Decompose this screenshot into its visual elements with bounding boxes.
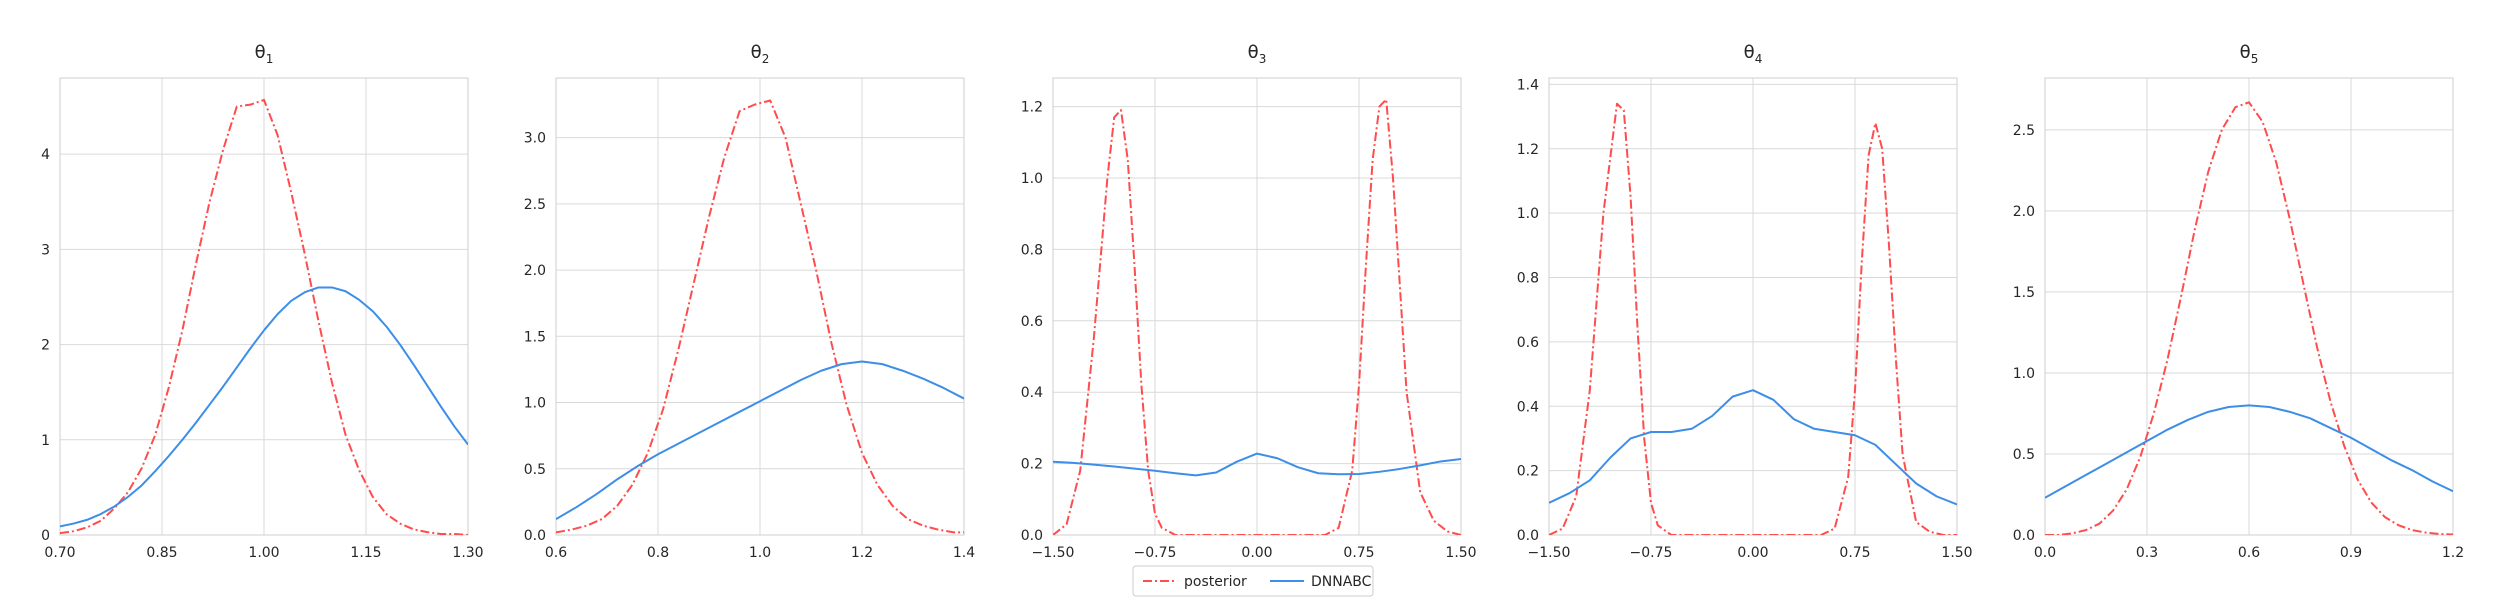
legend-label-posterior: posterior bbox=[1184, 574, 1247, 590]
x-tick-label: 1.00 bbox=[248, 545, 279, 561]
plot-frame bbox=[555, 77, 965, 536]
y-tick-label: 0.4 bbox=[1517, 399, 1539, 415]
y-tick-label: 0.5 bbox=[524, 462, 546, 478]
x-tick-label: 1.30 bbox=[452, 545, 483, 561]
panel-theta-2: 0.6 0.8 1.0 1.2 1.4 0.0 0.5 1.0 1.5 2.0 2.5 3.0 θ2 bbox=[524, 42, 975, 561]
series-line-posterior bbox=[2045, 101, 2453, 535]
panel-title-subscript: 1 bbox=[266, 52, 274, 66]
x-tick-label: 0.85 bbox=[146, 545, 177, 561]
y-tick-label: 0.6 bbox=[1517, 335, 1539, 351]
series-line-posterior bbox=[1053, 98, 1461, 535]
y-tick-label: 1 bbox=[41, 433, 50, 449]
y-tick-label: 1.4 bbox=[1517, 77, 1539, 93]
series-line-dnnabc bbox=[556, 360, 964, 520]
x-tick-label: 1.2 bbox=[2442, 545, 2464, 561]
plot-frame bbox=[2044, 77, 2454, 536]
legend-frame bbox=[1132, 565, 1374, 597]
series-line-dnnabc bbox=[1053, 452, 1461, 477]
x-tick-label: −1.50 bbox=[1528, 545, 1571, 561]
y-tick-label: 2 bbox=[41, 338, 50, 354]
y-tick-label: 1.2 bbox=[1021, 100, 1043, 116]
x-tick-label: 0.00 bbox=[1241, 545, 1272, 561]
y-tick-label: 0.8 bbox=[1021, 242, 1043, 258]
x-tick-label: −0.75 bbox=[1630, 545, 1673, 561]
panel-theta-3: −1.50 −0.75 0.00 0.75 1.50 0.0 0.2 0.4 0.6 0.8 1.0… bbox=[1021, 42, 1477, 561]
series-line-posterior bbox=[556, 99, 964, 534]
legend-label-dnnabc: DNNABC bbox=[1311, 574, 1372, 590]
y-tick-label: 2.5 bbox=[2013, 123, 2035, 139]
y-tick-label: 0.0 bbox=[2013, 528, 2035, 544]
y-tick-label: 1.0 bbox=[524, 396, 546, 412]
series-line-posterior bbox=[1549, 102, 1957, 535]
panel-title-symbol: θ bbox=[751, 42, 762, 63]
panel-title: θ4 bbox=[1744, 42, 1763, 66]
y-tick-label: 0.8 bbox=[1517, 271, 1539, 287]
y-tick-label: 1.5 bbox=[524, 329, 546, 345]
panel-title: θ5 bbox=[2240, 42, 2259, 66]
x-tick-label: 1.2 bbox=[851, 545, 873, 561]
series-line-dnnabc bbox=[1549, 389, 1957, 506]
x-tick-label: 0.75 bbox=[1343, 545, 1374, 561]
plot-frame bbox=[59, 77, 469, 536]
y-tick-label: 0.4 bbox=[1021, 385, 1043, 401]
x-tick-label: 1.50 bbox=[1941, 545, 1972, 561]
panel-theta-4: −1.50 −0.75 0.00 0.75 1.50 0.0 0.2 0.4 0.6 0.8 1.0… bbox=[1517, 42, 1973, 561]
series-line-dnnabc bbox=[2045, 404, 2453, 499]
panel-title-symbol: θ bbox=[1744, 42, 1755, 63]
x-tick-label: 0.3 bbox=[2136, 545, 2158, 561]
x-tick-label: 0.75 bbox=[1839, 545, 1870, 561]
panel-title-subscript: 3 bbox=[1259, 52, 1267, 66]
x-tick-label: 0.70 bbox=[44, 545, 75, 561]
y-tick-label: 4 bbox=[41, 147, 50, 163]
y-tick-label: 3.0 bbox=[524, 131, 546, 147]
y-tick-label: 1.0 bbox=[1021, 171, 1043, 187]
y-tick-label: 0.0 bbox=[524, 528, 546, 544]
y-tick-label: 2.0 bbox=[2013, 204, 2035, 220]
y-tick-label: 0 bbox=[41, 528, 50, 544]
panel-title-symbol: θ bbox=[2240, 42, 2251, 63]
panel-title: θ3 bbox=[1248, 42, 1267, 66]
y-tick-label: 1.5 bbox=[2013, 285, 2035, 301]
panel-title-symbol: θ bbox=[255, 42, 266, 63]
y-tick-label: 3 bbox=[41, 242, 50, 258]
legend: posterior DNNABC bbox=[1132, 565, 1374, 597]
y-tick-label: 0.2 bbox=[1021, 457, 1043, 473]
panel-title-subscript: 4 bbox=[1755, 52, 1763, 66]
x-tick-label: −1.50 bbox=[1032, 545, 1075, 561]
panel-title: θ1 bbox=[255, 42, 274, 66]
x-tick-label: 1.50 bbox=[1445, 545, 1476, 561]
y-tick-label: 0.2 bbox=[1517, 464, 1539, 480]
x-tick-label: −0.75 bbox=[1134, 545, 1177, 561]
y-tick-label: 2.0 bbox=[524, 263, 546, 279]
panel-title-symbol: θ bbox=[1248, 42, 1259, 63]
panel-title-subscript: 5 bbox=[2251, 52, 2259, 66]
x-tick-label: 0.8 bbox=[647, 545, 669, 561]
x-tick-label: 1.15 bbox=[350, 545, 381, 561]
x-tick-label: 0.6 bbox=[2238, 545, 2260, 561]
y-tick-label: 0.0 bbox=[1517, 528, 1539, 544]
panel-title-subscript: 2 bbox=[762, 52, 770, 66]
x-tick-label: 0.0 bbox=[2034, 545, 2056, 561]
y-tick-label: 1.0 bbox=[1517, 206, 1539, 222]
series-line-dnnabc bbox=[60, 286, 468, 528]
y-tick-label: 1.0 bbox=[2013, 366, 2035, 382]
x-tick-label: 1.4 bbox=[953, 545, 975, 561]
x-tick-label: 0.9 bbox=[2340, 545, 2362, 561]
y-tick-label: 0.0 bbox=[1021, 528, 1043, 544]
series-line-posterior bbox=[60, 98, 468, 535]
y-tick-label: 0.6 bbox=[1021, 314, 1043, 330]
panel-theta-5: 0.0 0.3 0.6 0.9 1.2 0.0 0.5 1.0 1.5 2.0 2.5 θ5 bbox=[2013, 42, 2464, 561]
y-tick-label: 0.5 bbox=[2013, 447, 2035, 463]
x-tick-label: 1.0 bbox=[749, 545, 771, 561]
y-tick-label: 1.2 bbox=[1517, 142, 1539, 158]
panel-title: θ2 bbox=[751, 42, 770, 66]
y-tick-label: 2.5 bbox=[524, 197, 546, 213]
x-tick-label: 0.6 bbox=[545, 545, 567, 561]
x-tick-label: 0.00 bbox=[1737, 545, 1768, 561]
